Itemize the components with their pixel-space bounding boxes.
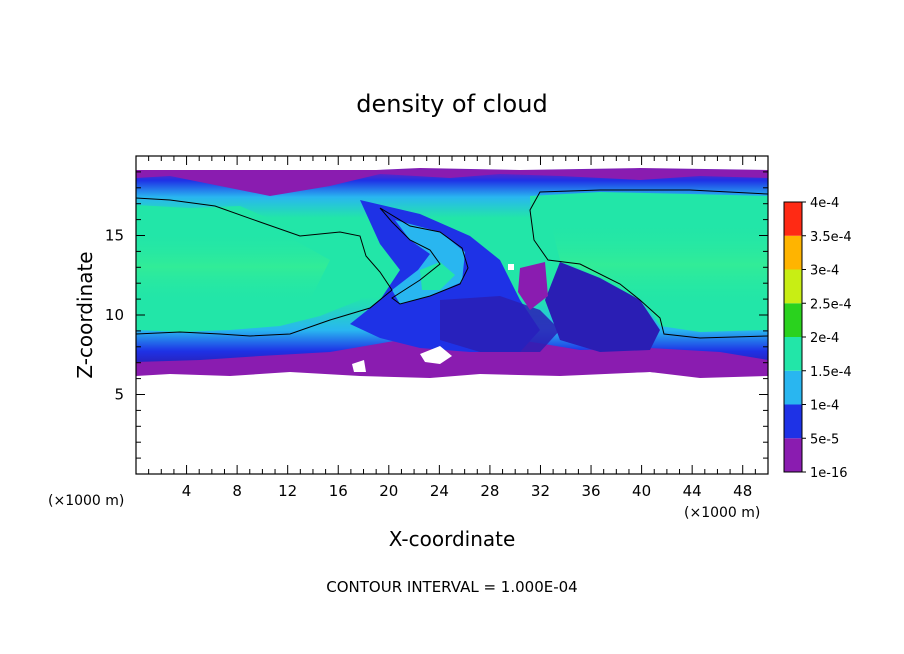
cloud-bottom-edge <box>136 336 768 378</box>
colorbar-label: 2e-4 <box>810 331 839 346</box>
x-tick-label: 8 <box>232 482 242 500</box>
y-tick-label: 5 <box>114 386 124 404</box>
x-tick-label: 32 <box>531 482 550 500</box>
colorbar-swatch <box>784 404 802 439</box>
contour-line-swirl <box>379 207 469 305</box>
x-unit-right: (×1000 m) <box>684 505 760 521</box>
right-core-highlight <box>550 220 768 310</box>
x-unit-left: (×1000 m) <box>48 493 124 509</box>
colorbar-frame <box>783 201 803 473</box>
colorbar-swatch <box>784 337 802 371</box>
y-tick-label: 15 <box>105 227 124 245</box>
x-tick-label: 24 <box>430 482 449 500</box>
colorbar-label: 1e-4 <box>810 399 839 414</box>
plot-area <box>136 156 768 474</box>
colorbar-label: 3e-4 <box>810 264 839 279</box>
colorbar-swatch <box>784 438 802 472</box>
x-tick-label: 12 <box>278 482 297 500</box>
colorbar-label: 4e-4 <box>810 196 839 211</box>
colorbar: 1e-16 5e-5 1e-4 1.5e-4 2e-4 2.5e-4 3e-4 3.5e-4 4… <box>783 196 852 481</box>
colorbar-label: 1.5e-4 <box>810 365 852 380</box>
chart-title: density of cloud <box>356 90 547 118</box>
colorbar-label: 5e-5 <box>810 432 839 447</box>
y-axis-label: Z-coordinate <box>73 251 97 378</box>
purple-pocket <box>518 262 548 310</box>
colorbar-swatch <box>784 303 802 337</box>
x-tick-label: 40 <box>632 482 651 500</box>
colorbar-swatch <box>784 202 802 236</box>
contour-line-left <box>136 197 393 337</box>
x-tick-label: 28 <box>480 482 499 500</box>
right-lower-dark <box>545 262 660 352</box>
cloud-hole-3 <box>508 264 514 270</box>
x-tick-label: 20 <box>379 482 398 500</box>
colorbar-label: 1e-16 <box>810 466 848 481</box>
y-tick-label: 10 <box>105 306 124 324</box>
colorbar-swatch <box>784 235 802 270</box>
cloud-hole-2 <box>352 360 366 372</box>
x-tick-label: 4 <box>182 482 192 500</box>
x-axis: 4 8 12 16 20 24 28 32 36 40 44 48 <box>148 156 756 500</box>
x-tick-label: 48 <box>733 482 752 500</box>
x-axis-label: X-coordinate <box>389 527 516 551</box>
center-cyan-spot <box>420 262 455 290</box>
x-tick-label: 16 <box>329 482 348 500</box>
colorbar-label: 2.5e-4 <box>810 297 852 312</box>
cloud-hole-1 <box>420 346 452 364</box>
x-tick-label: 36 <box>581 482 600 500</box>
cloud-top-edge <box>136 170 768 196</box>
left-core-highlight <box>136 230 330 304</box>
y-axis: 5 10 15 <box>105 171 768 459</box>
colorbar-label: 3.5e-4 <box>810 230 852 245</box>
contour-line-right <box>529 189 768 339</box>
x-tick-label: 44 <box>683 482 702 500</box>
colorbar-swatch <box>784 269 802 304</box>
colorbar-swatch <box>784 370 802 405</box>
contour-interval-note: CONTOUR INTERVAL = 1.000E-04 <box>326 578 577 596</box>
